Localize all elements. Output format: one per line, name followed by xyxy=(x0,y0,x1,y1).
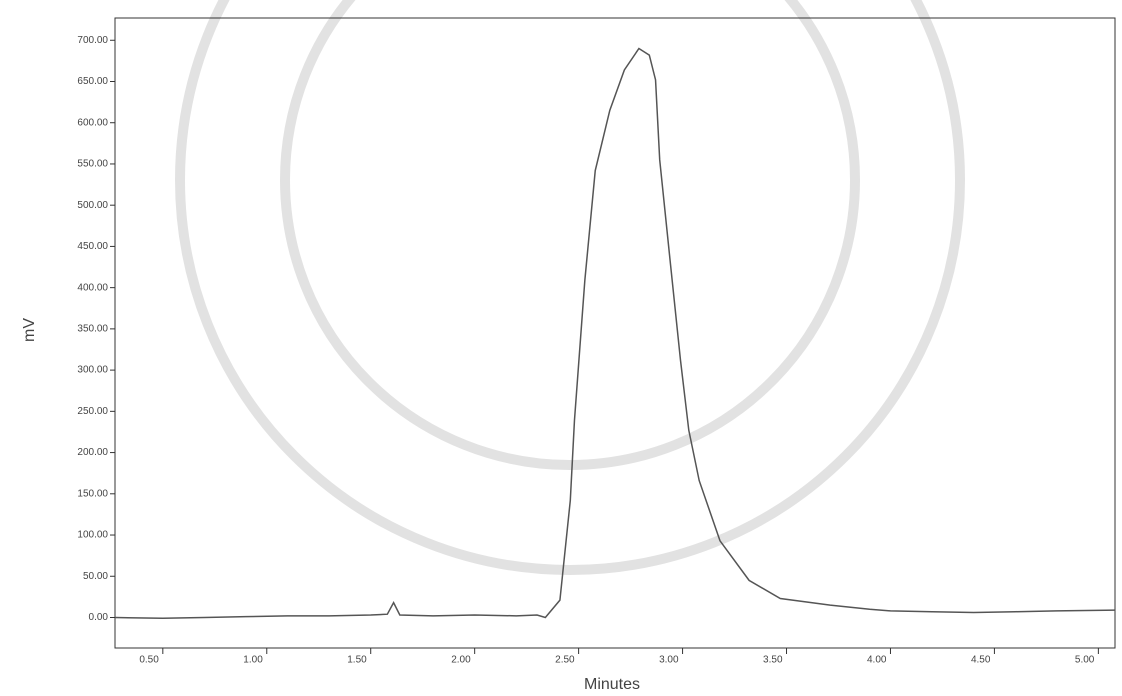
y-tick-label: 550.00 xyxy=(77,159,108,170)
x-tick-label: 1.50 xyxy=(347,655,367,666)
x-tick-label: 3.00 xyxy=(659,655,679,666)
y-tick-label: 500.00 xyxy=(77,200,108,211)
y-tick-label: 250.00 xyxy=(77,406,108,417)
watermark-ring xyxy=(280,0,860,470)
x-tick-label: 2.00 xyxy=(451,655,471,666)
watermark-ring xyxy=(175,0,965,575)
y-tick-label: 50.00 xyxy=(83,571,108,582)
y-tick-label: 0.00 xyxy=(89,612,109,623)
y-tick-label: 450.00 xyxy=(77,241,108,252)
y-tick-label: 350.00 xyxy=(77,324,108,335)
y-tick-label: 200.00 xyxy=(77,447,108,458)
y-tick-label: 650.00 xyxy=(77,76,108,87)
plot-frame xyxy=(114,17,1116,649)
y-tick-label: 700.00 xyxy=(77,35,108,46)
watermark xyxy=(175,0,965,575)
x-tick-label: 3.50 xyxy=(763,655,783,666)
y-tick-label: 150.00 xyxy=(77,488,108,499)
data-line xyxy=(114,47,1116,620)
x-tick-label: 1.00 xyxy=(243,655,263,666)
y-tick-label: 600.00 xyxy=(77,117,108,128)
x-tick-label: 2.50 xyxy=(555,655,575,666)
x-tick-label: 0.50 xyxy=(139,655,159,666)
x-tick-label: 4.00 xyxy=(867,655,887,666)
x-tick-label: 4.50 xyxy=(971,655,991,666)
y-tick-label: 400.00 xyxy=(77,282,108,293)
y-axis-title: mV xyxy=(21,318,38,342)
y-tick-label: 100.00 xyxy=(77,530,108,541)
x-tick-label: 5.00 xyxy=(1075,655,1095,666)
x-axis-title: Minutes xyxy=(584,676,640,693)
y-tick-label: 300.00 xyxy=(77,365,108,376)
